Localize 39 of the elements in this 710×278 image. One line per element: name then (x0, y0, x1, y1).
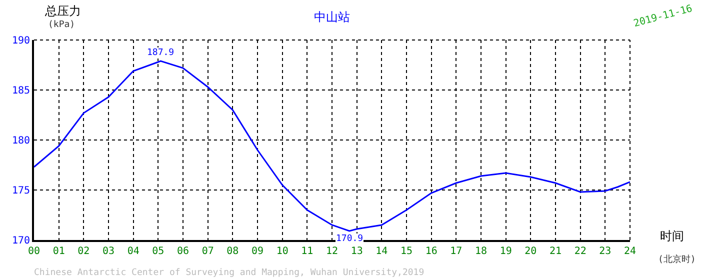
x-tick-label: 19 (500, 246, 512, 257)
x-tick-label: 02 (78, 246, 90, 257)
x-tick-label: 04 (127, 246, 140, 257)
x-tick-label: 22 (574, 246, 586, 257)
y-tick-label: 190 (12, 36, 30, 46)
x-axis-title: 时间 (660, 229, 684, 243)
x-tick-label: 07 (202, 246, 214, 257)
text: (北京时) (658, 254, 696, 265)
x-tick-label: 11 (301, 246, 314, 257)
x-tick-label: 16 (425, 246, 438, 257)
x-tick-label: 13 (350, 246, 363, 257)
x-tick-label: 12 (326, 246, 338, 257)
x-tick-label: 18 (474, 246, 488, 257)
y-tick-label: 175 (12, 186, 30, 196)
annotation: 187.9 (147, 48, 174, 58)
x-tick-label: 14 (376, 246, 388, 257)
x-tick-label: 05 (152, 246, 164, 257)
x-tick-label: 24 (624, 246, 636, 257)
x-tick-label: 03 (102, 246, 115, 257)
annotation: 170.9 (336, 234, 364, 244)
x-tick-label: 06 (176, 246, 190, 257)
x-tick-label: 15 (400, 246, 413, 257)
line-series (34, 60, 630, 232)
text: Chinese Antarctic Center of Surveying and Mapping, Wuhan University,2019 (34, 268, 424, 278)
x-tick-label: 08 (226, 246, 239, 257)
x-tick-label: 21 (549, 246, 562, 257)
x-tick-label: 09 (251, 246, 264, 257)
x-tick-label: 20 (524, 246, 537, 257)
x-tick-label: 23 (599, 246, 612, 257)
chart-title: 中山站 (314, 10, 350, 24)
y-tick-label: 185 (12, 86, 30, 96)
y-tick-label: 180 (12, 136, 30, 146)
y-axis-title: 总压力 (44, 4, 81, 18)
x-tick-label: 17 (450, 246, 462, 257)
y-tick-label: 170 (12, 236, 30, 246)
x-tick-label: 00 (28, 246, 40, 257)
x-tick-label: 01 (52, 246, 65, 257)
x-tick-label: 10 (276, 246, 288, 257)
text: (kPa) (48, 20, 76, 30)
